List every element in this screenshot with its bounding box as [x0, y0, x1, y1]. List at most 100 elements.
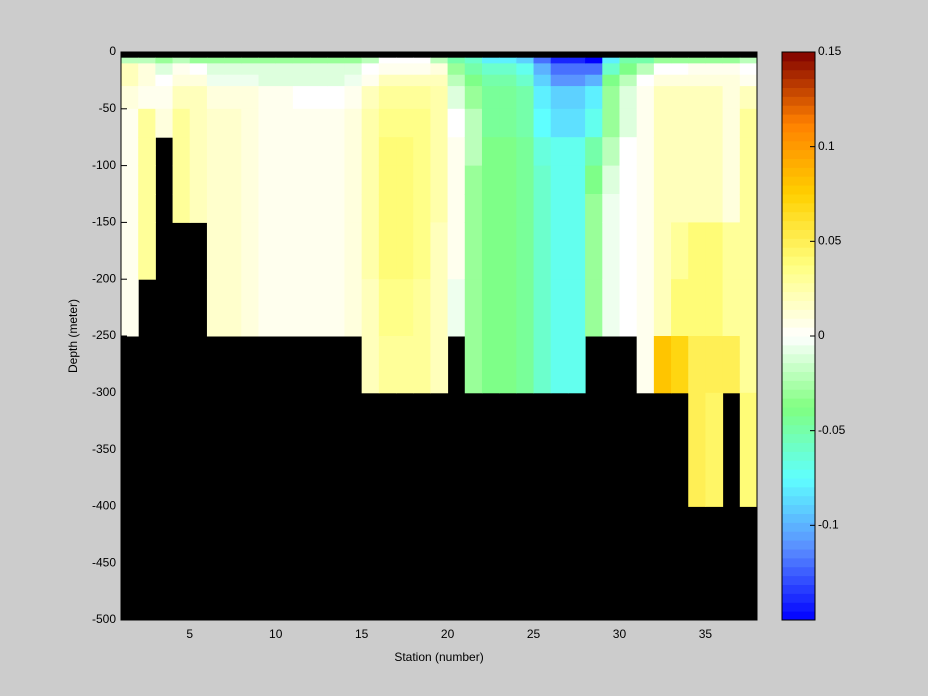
- cell: [619, 165, 638, 195]
- cell: [206, 57, 225, 64]
- cell: [378, 165, 397, 195]
- cell: [602, 194, 620, 223]
- colorbar-segment: [782, 557, 815, 568]
- cell: [499, 279, 517, 337]
- cell: [722, 222, 741, 280]
- cell: [344, 194, 363, 223]
- colorbar-segment: [782, 69, 815, 80]
- cell: [155, 63, 174, 76]
- cell: [430, 74, 449, 87]
- cell: [206, 108, 225, 138]
- cell: [344, 86, 363, 110]
- cell: [516, 336, 535, 394]
- cell: [241, 194, 260, 223]
- colorbar-segment: [782, 220, 815, 230]
- cell: [533, 165, 552, 195]
- cell: [361, 108, 380, 138]
- colorbar-segment: [782, 415, 815, 426]
- cell: [499, 336, 517, 394]
- colorbar-segment: [782, 602, 815, 612]
- cell: [585, 57, 603, 64]
- cell: [671, 108, 689, 138]
- cell: [636, 137, 655, 167]
- colorbar-segment: [782, 247, 815, 257]
- y-tick-label: -100: [92, 158, 116, 172]
- cell: [533, 194, 552, 223]
- cell: [602, 63, 620, 76]
- cell: [344, 279, 363, 337]
- cell: [688, 392, 706, 507]
- colorbar-segment: [782, 229, 815, 239]
- colorbar-segment: [782, 282, 815, 293]
- cell: [258, 137, 277, 167]
- cell: [688, 165, 706, 195]
- cell: [121, 194, 139, 223]
- cell: [481, 165, 500, 195]
- cell: [310, 137, 328, 167]
- cell: [155, 108, 174, 138]
- cell: [344, 63, 363, 76]
- cell: [481, 74, 500, 87]
- cell: [241, 63, 260, 76]
- cell: [653, 63, 672, 76]
- cell: [275, 63, 294, 76]
- cell: [722, 108, 741, 138]
- cell: [361, 194, 380, 223]
- colorbar-segment: [782, 353, 815, 364]
- cell: [413, 165, 431, 195]
- cell: [533, 137, 552, 167]
- cell: [396, 74, 414, 87]
- colorbar-segment: [782, 167, 815, 177]
- cell: [705, 392, 724, 507]
- cell: [464, 57, 483, 64]
- cell: [585, 137, 603, 167]
- cell: [464, 222, 483, 280]
- colorbar-segment: [782, 96, 815, 106]
- cell: [224, 86, 242, 110]
- cell: [275, 137, 294, 167]
- cell: [688, 222, 706, 280]
- cell: [585, 63, 603, 76]
- cell: [653, 86, 672, 110]
- cell: [430, 194, 449, 223]
- cell: [688, 279, 706, 337]
- cell: [413, 279, 431, 337]
- colorbar-segment: [782, 433, 815, 443]
- cell: [155, 86, 174, 110]
- cell: [378, 222, 397, 280]
- colorbar-segment: [782, 380, 815, 390]
- colorbar-segment: [782, 442, 815, 452]
- colorbar-segment: [782, 460, 815, 470]
- cell: [413, 108, 431, 138]
- cell: [550, 57, 569, 64]
- cell: [327, 279, 345, 337]
- cell: [189, 194, 208, 223]
- colorbar-tick-label: 0: [818, 328, 825, 342]
- cell: [224, 165, 242, 195]
- colorbar-segment: [782, 549, 815, 559]
- cell: [602, 57, 620, 64]
- cell: [310, 57, 328, 64]
- cell: [327, 74, 345, 87]
- x-tick-label: 5: [186, 627, 193, 641]
- cell: [602, 165, 620, 195]
- colorbar-segment: [782, 176, 815, 186]
- colorbar-segment: [782, 566, 815, 577]
- colorbar-segment: [782, 389, 815, 399]
- x-tick-label: 20: [441, 627, 455, 641]
- colorbar-segment: [782, 309, 815, 319]
- cell: [430, 108, 449, 138]
- y-tick-label: -300: [92, 385, 116, 399]
- cell: [567, 108, 586, 138]
- colorbar-tick-label: 0.1: [818, 139, 835, 153]
- cell: [292, 108, 311, 138]
- cell: [516, 108, 535, 138]
- y-tick-label: -500: [92, 612, 116, 626]
- cell: [275, 222, 294, 280]
- cell: [739, 222, 758, 280]
- cell: [688, 57, 706, 64]
- cell: [550, 86, 569, 110]
- cell: [636, 194, 655, 223]
- cell: [258, 194, 277, 223]
- cell: [430, 336, 449, 394]
